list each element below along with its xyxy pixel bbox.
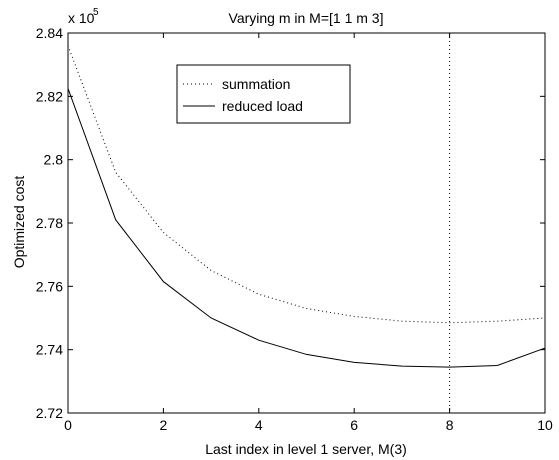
legend-box bbox=[176, 64, 351, 124]
x-tick-label: 2 bbox=[160, 417, 168, 433]
x-axis-title: Last index in level 1 server, M(3) bbox=[205, 441, 407, 457]
x-tick-label: 10 bbox=[537, 417, 553, 433]
y-tick-label: 2.84 bbox=[36, 25, 63, 41]
y-tick-label: 2.78 bbox=[36, 215, 63, 231]
series-line-reduced-load bbox=[67, 88, 546, 368]
y-multiplier-exponent: 5 bbox=[93, 7, 99, 18]
plot-area: 0 2 4 6 8 10 2.72 2.74 2.76 2.78 2.8 2.82 2.84 summat… bbox=[36, 25, 553, 433]
chart-title: Varying m in M=[1 1 m 3] bbox=[229, 10, 384, 26]
x-tick-label: 4 bbox=[255, 417, 263, 433]
series-line-summation bbox=[67, 45, 546, 324]
y-axis-title: Optimized cost bbox=[11, 176, 27, 269]
y-tick-label: 2.74 bbox=[36, 342, 63, 358]
y-tick-label: 2.82 bbox=[36, 88, 63, 104]
legend-label: reduced load bbox=[222, 98, 303, 114]
legend-label: summation bbox=[222, 76, 290, 92]
y-tick-label: 2.72 bbox=[36, 405, 63, 421]
y-multiplier: x 10 bbox=[68, 10, 95, 26]
x-tick-label: 8 bbox=[446, 417, 454, 433]
y-tick-label: 2.76 bbox=[36, 278, 63, 294]
x-tick-label: 6 bbox=[350, 417, 358, 433]
y-tick-label: 2.8 bbox=[44, 152, 64, 168]
x-tick-label: 0 bbox=[64, 417, 72, 433]
